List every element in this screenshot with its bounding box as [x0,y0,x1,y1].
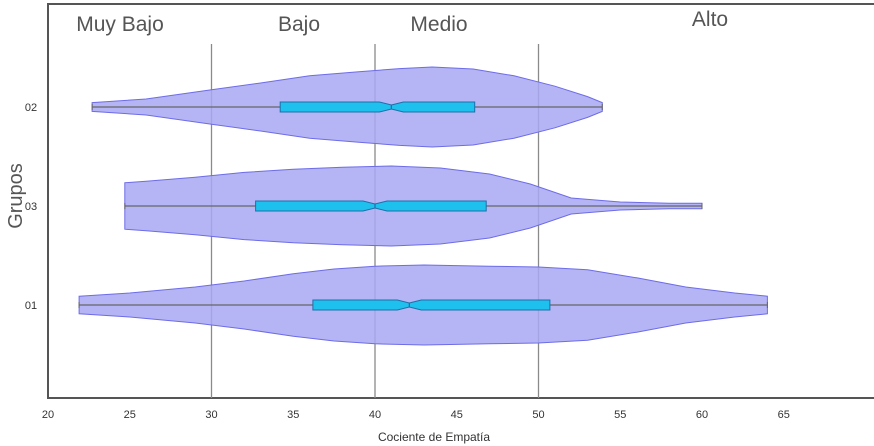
box-03 [255,200,487,212]
plot-frame [47,3,874,399]
zone-label-muy-bajo: Muy Bajo [76,13,164,36]
x-tick-30: 30 [205,409,217,421]
x-tick-65: 65 [778,409,790,421]
violin-group-02 [91,66,603,148]
x-tick-25: 25 [124,409,136,421]
x-tick-40: 40 [369,409,381,421]
x-tick-55: 55 [614,409,626,421]
x-tick-45: 45 [451,409,463,421]
zone-label-alto: Alto [692,8,728,31]
zone-label-bajo: Bajo [278,13,320,36]
x-axis-title: Cociente de Empatía [378,430,490,444]
x-tick-20: 20 [42,409,54,421]
y-tick-03: 03 [25,201,37,213]
box-01 [312,299,551,311]
violin-group-01 [78,264,768,346]
x-tick-35: 35 [287,409,299,421]
y-tick-02: 02 [25,102,37,114]
y-tick-01: 01 [25,300,37,312]
x-axis-ticks: 20 25 30 35 40 45 50 55 60 65 [42,409,790,421]
zone-labels: Muy Bajo Bajo Medio Alto [76,8,728,36]
violins [78,66,768,346]
x-tick-50: 50 [532,409,544,421]
zone-label-medio: Medio [410,13,467,36]
y-axis-ticks: 02 03 01 [25,102,37,312]
box-02 [279,101,476,113]
violin-group-03 [124,165,703,247]
y-axis-title: Grupos [5,163,27,229]
x-tick-60: 60 [696,409,708,421]
